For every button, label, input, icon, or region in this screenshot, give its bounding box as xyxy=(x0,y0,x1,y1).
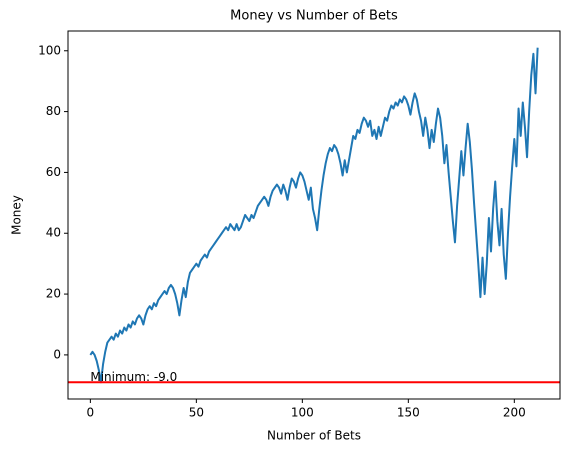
annotation: Minimum: -9.0 xyxy=(90,370,177,384)
y-tick-label: 20 xyxy=(46,287,61,301)
x-tick-label: 100 xyxy=(291,406,314,420)
data-line xyxy=(89,47,539,384)
x-tick-label: 50 xyxy=(189,406,204,420)
x-tick-label: 150 xyxy=(397,406,420,420)
y-tick-label: 0 xyxy=(53,347,61,361)
y-axis-label: Money xyxy=(10,195,24,235)
y-tick-label: 60 xyxy=(46,165,61,179)
x-tick-label: 200 xyxy=(503,406,526,420)
x-tick-label: 0 xyxy=(87,406,95,420)
y-tick-label: 40 xyxy=(46,226,61,240)
x-axis-label: Number of Bets xyxy=(267,429,361,443)
plot-frame xyxy=(67,30,561,400)
y-tick-label: 80 xyxy=(46,104,61,118)
y-tick-label: 100 xyxy=(38,43,61,57)
chart-title: Money vs Number of Bets xyxy=(230,9,398,24)
